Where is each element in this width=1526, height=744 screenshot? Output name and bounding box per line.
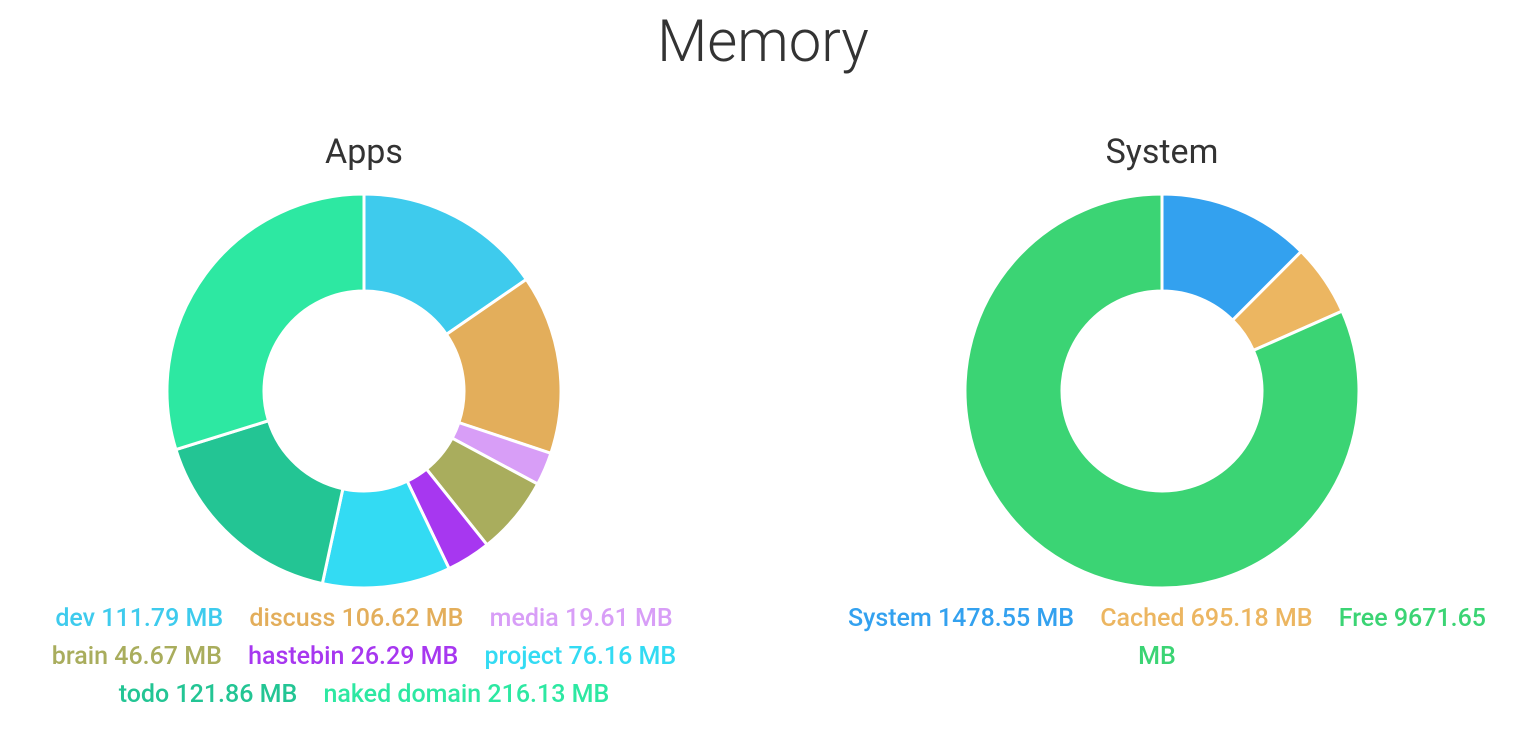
legend-item: Cached 695.18 MB: [1100, 604, 1312, 633]
legend-item: media 19.61 MB: [490, 604, 673, 633]
legend-item: dev 111.79 MB: [55, 604, 223, 633]
legend-label: discuss: [249, 604, 336, 633]
page-title: Memory: [657, 8, 869, 76]
legend-item: brain 46.67 MB: [52, 642, 222, 671]
legend-value: 121.86 MB: [175, 680, 298, 709]
legend-label: naked domain: [323, 680, 482, 709]
legend-label: dev: [55, 604, 96, 633]
legend-label: System: [847, 604, 932, 633]
legend-label: media: [489, 604, 559, 633]
legend-value: 26.29 MB: [350, 642, 459, 671]
legend: System 1478.55 MB Cached 695.18 MB Free …: [812, 600, 1512, 676]
legend-label: todo: [118, 680, 170, 709]
legend-label: Cached: [1100, 604, 1185, 633]
chart-title: Apps: [325, 132, 403, 172]
legend-label: brain: [51, 642, 109, 671]
donut-slice: [165, 192, 366, 452]
legend-value: 19.61 MB: [565, 604, 673, 633]
legend-value: 111.79 MB: [101, 604, 224, 633]
legend-item: naked domain 216.13 MB: [324, 680, 610, 709]
legend-value: 695.18 MB: [1190, 604, 1313, 633]
legend-value: 76.16 MB: [568, 642, 677, 671]
legend-item: todo 121.86 MB: [119, 680, 298, 709]
legend-item: System 1478.55 MB: [848, 604, 1074, 633]
legend-value: 216.13 MB: [487, 680, 610, 709]
legend: dev 111.79 MB discuss 106.62 MB media 19…: [14, 600, 714, 714]
legend-item: Free 9671.65 MB: [1138, 604, 1486, 671]
donut-slice: [174, 418, 345, 586]
legend-value: 9671.65 MB: [1138, 604, 1487, 671]
legend-label: project: [484, 642, 563, 671]
legend-value: 106.62 MB: [341, 604, 464, 633]
legend-value: 1478.55 MB: [937, 604, 1075, 633]
legend-value: 46.67 MB: [114, 642, 222, 671]
legend-item: discuss 106.62 MB: [249, 604, 463, 633]
chart-title: System: [1105, 132, 1219, 172]
legend-label: Free: [1338, 604, 1388, 633]
donut-slice: [362, 192, 529, 337]
legend-item: project 76.16 MB: [485, 642, 677, 671]
donut-slice: [963, 192, 1361, 590]
legend-item: hastebin 26.29 MB: [248, 642, 458, 671]
legend-label: hastebin: [248, 642, 345, 671]
